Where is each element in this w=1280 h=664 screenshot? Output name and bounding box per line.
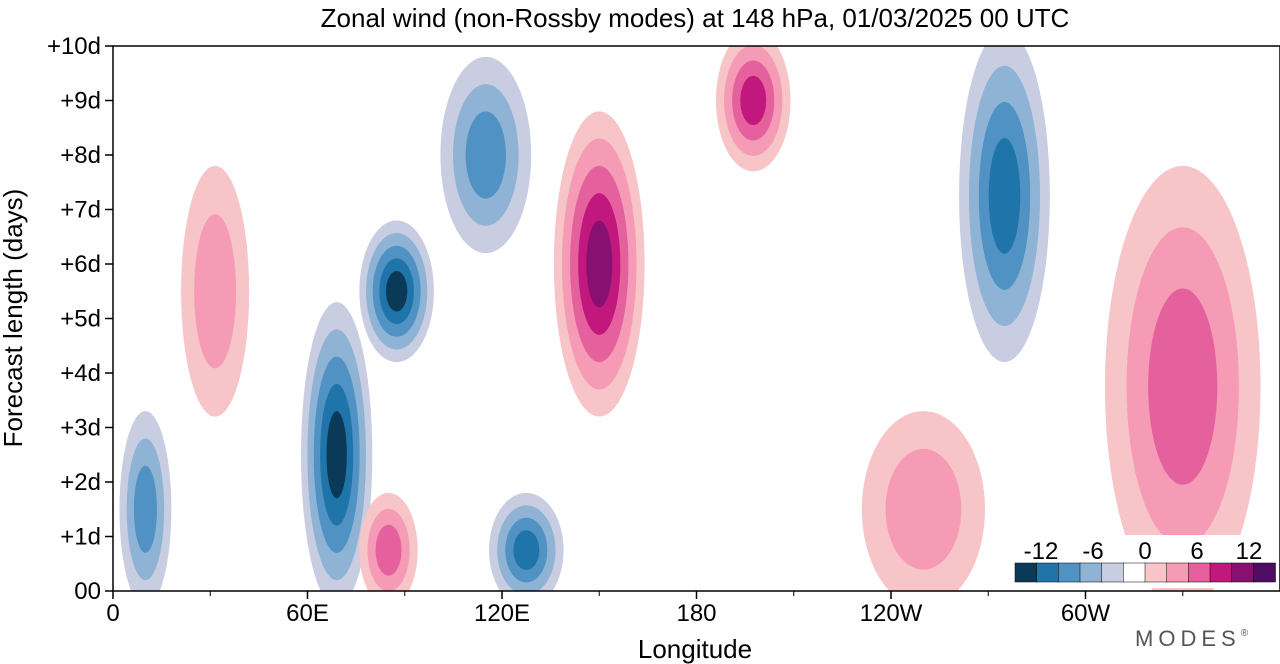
colorbar-swatch [1036,562,1060,583]
wind-anomaly-negative-2 [359,220,434,363]
x-tick-label: 0 [106,600,119,627]
y-axis: 00 +1d +2d +3d +4d +5d +6d +7d +8d +9d +10d [47,33,113,605]
colorbar-label: -12 [1024,538,1059,565]
y-tick-label: +2d [60,469,101,496]
colorbar-label: 0 [1138,538,1151,565]
x-axis-label: Longitude [638,634,752,664]
x-tick-label: 120E [474,600,530,627]
contour-band [326,411,347,499]
colorbar-swatch [1188,562,1211,583]
x-tick-label: 60E [286,600,329,627]
wind-anomaly-positive-11 [861,411,985,591]
colorbar-label: 6 [1190,538,1203,565]
y-tick-label: +1d [60,524,101,551]
y-tick-label: 00 [74,578,101,605]
chart-title: Zonal wind (non-Rossby modes) at 148 hPa… [321,3,1070,33]
y-tick-label: +7d [60,197,101,224]
modes-logo-text: MODES [1135,626,1241,651]
y-tick-label: +5d [60,306,101,333]
modes-logo-mark: ® [1241,628,1253,639]
wind-anomaly-positive-6 [553,111,645,417]
colorbar: -12 -6 0 6 12 [1011,535,1279,588]
wind-anomaly-positive-9 [181,165,250,417]
contour-band [988,138,1021,254]
x-tick-label: 180 [676,600,716,627]
plot-frame [112,45,1280,592]
contour-band [133,465,157,553]
wind-anomaly-positive-10 [1104,165,1261,591]
colorbar-label: 12 [1236,538,1263,565]
contour-band [740,75,767,126]
colorbar-swatch [1101,562,1125,583]
wind-anomaly-negative-5 [959,46,1050,363]
wind-anomaly-negative-0 [119,411,172,591]
wind-anomaly-negative-3 [440,56,532,254]
modes-logo: MODES® [1135,626,1253,651]
colorbar-swatch [1144,562,1168,583]
wind-anomaly-negative-4 [489,492,564,591]
heatmap-field [119,46,1261,591]
colorbar-swatch [1014,562,1038,583]
contour-band [513,530,540,571]
contour-band [885,448,962,570]
colorbar-label: -6 [1082,538,1103,565]
wind-anomaly-positive-7 [715,46,791,172]
x-tick-label: 60W [1061,600,1111,627]
y-tick-label: +8d [60,142,101,169]
contour-band [465,111,506,199]
y-tick-label: +4d [60,360,101,387]
colorbar-swatch [1231,562,1255,583]
colorbar-swatch [1209,562,1233,583]
x-axis: 0 60E 120E 180 120W 60W [106,591,1184,627]
contour-band [1148,288,1218,485]
y-tick-label: +6d [60,251,101,278]
colorbar-swatch [1253,562,1276,583]
colorbar-swatch [1058,562,1081,583]
colorbar-swatch [1123,562,1146,583]
contour-band [385,271,408,312]
y-tick-label: +9d [60,88,101,115]
y-tick-label: +3d [60,415,101,442]
contour-band [586,220,613,308]
y-tick-label: +10d [47,33,101,60]
x-tick-label: 120W [860,600,923,627]
wind-anomaly-negative-1 [301,302,373,591]
wind-anomaly-positive-8 [359,492,418,591]
y-axis-label: Forecast length (days) [0,189,28,448]
contour-band [194,214,237,369]
colorbar-swatch [1166,562,1190,583]
colorbar-swatch [1079,562,1103,583]
contour-band [375,524,402,576]
